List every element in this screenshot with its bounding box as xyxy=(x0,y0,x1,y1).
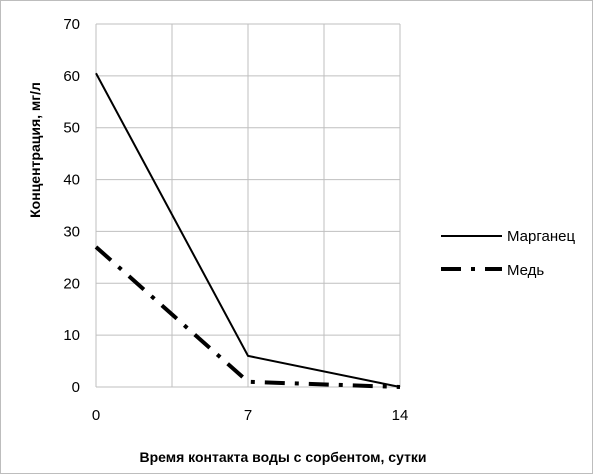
x-tick-label-0: 0 xyxy=(92,407,100,424)
chart-legend: Марганец Медь xyxy=(441,228,575,279)
y-tick-label-30: 30 xyxy=(63,223,80,240)
legend-label-med: Медь xyxy=(507,262,544,279)
y-axis-title: Концентрация, мг/л xyxy=(27,82,43,218)
y-tick-label-60: 60 xyxy=(63,68,80,85)
y-tick-label-0: 0 xyxy=(72,379,80,396)
x-axis-ticks: 0 7 14 xyxy=(92,407,409,424)
y-tick-label-50: 50 xyxy=(63,120,80,137)
chart-series xyxy=(94,72,401,389)
y-axis-ticks: 0 10 20 30 40 50 60 70 xyxy=(63,16,80,396)
y-tick-label-70: 70 xyxy=(63,16,80,33)
x-axis-title: Время контакта воды с сорбентом, сутки xyxy=(139,449,426,465)
x-tick-label-7: 7 xyxy=(244,407,252,424)
y-tick-label-40: 40 xyxy=(63,172,80,189)
series-line-0 xyxy=(95,72,401,388)
chart-grid xyxy=(95,23,401,388)
y-tick-label-10: 10 xyxy=(63,327,80,344)
x-tick-label-14: 14 xyxy=(392,407,409,424)
legend-label-marganets: Марганец xyxy=(507,228,575,245)
y-tick-label-20: 20 xyxy=(63,275,80,292)
